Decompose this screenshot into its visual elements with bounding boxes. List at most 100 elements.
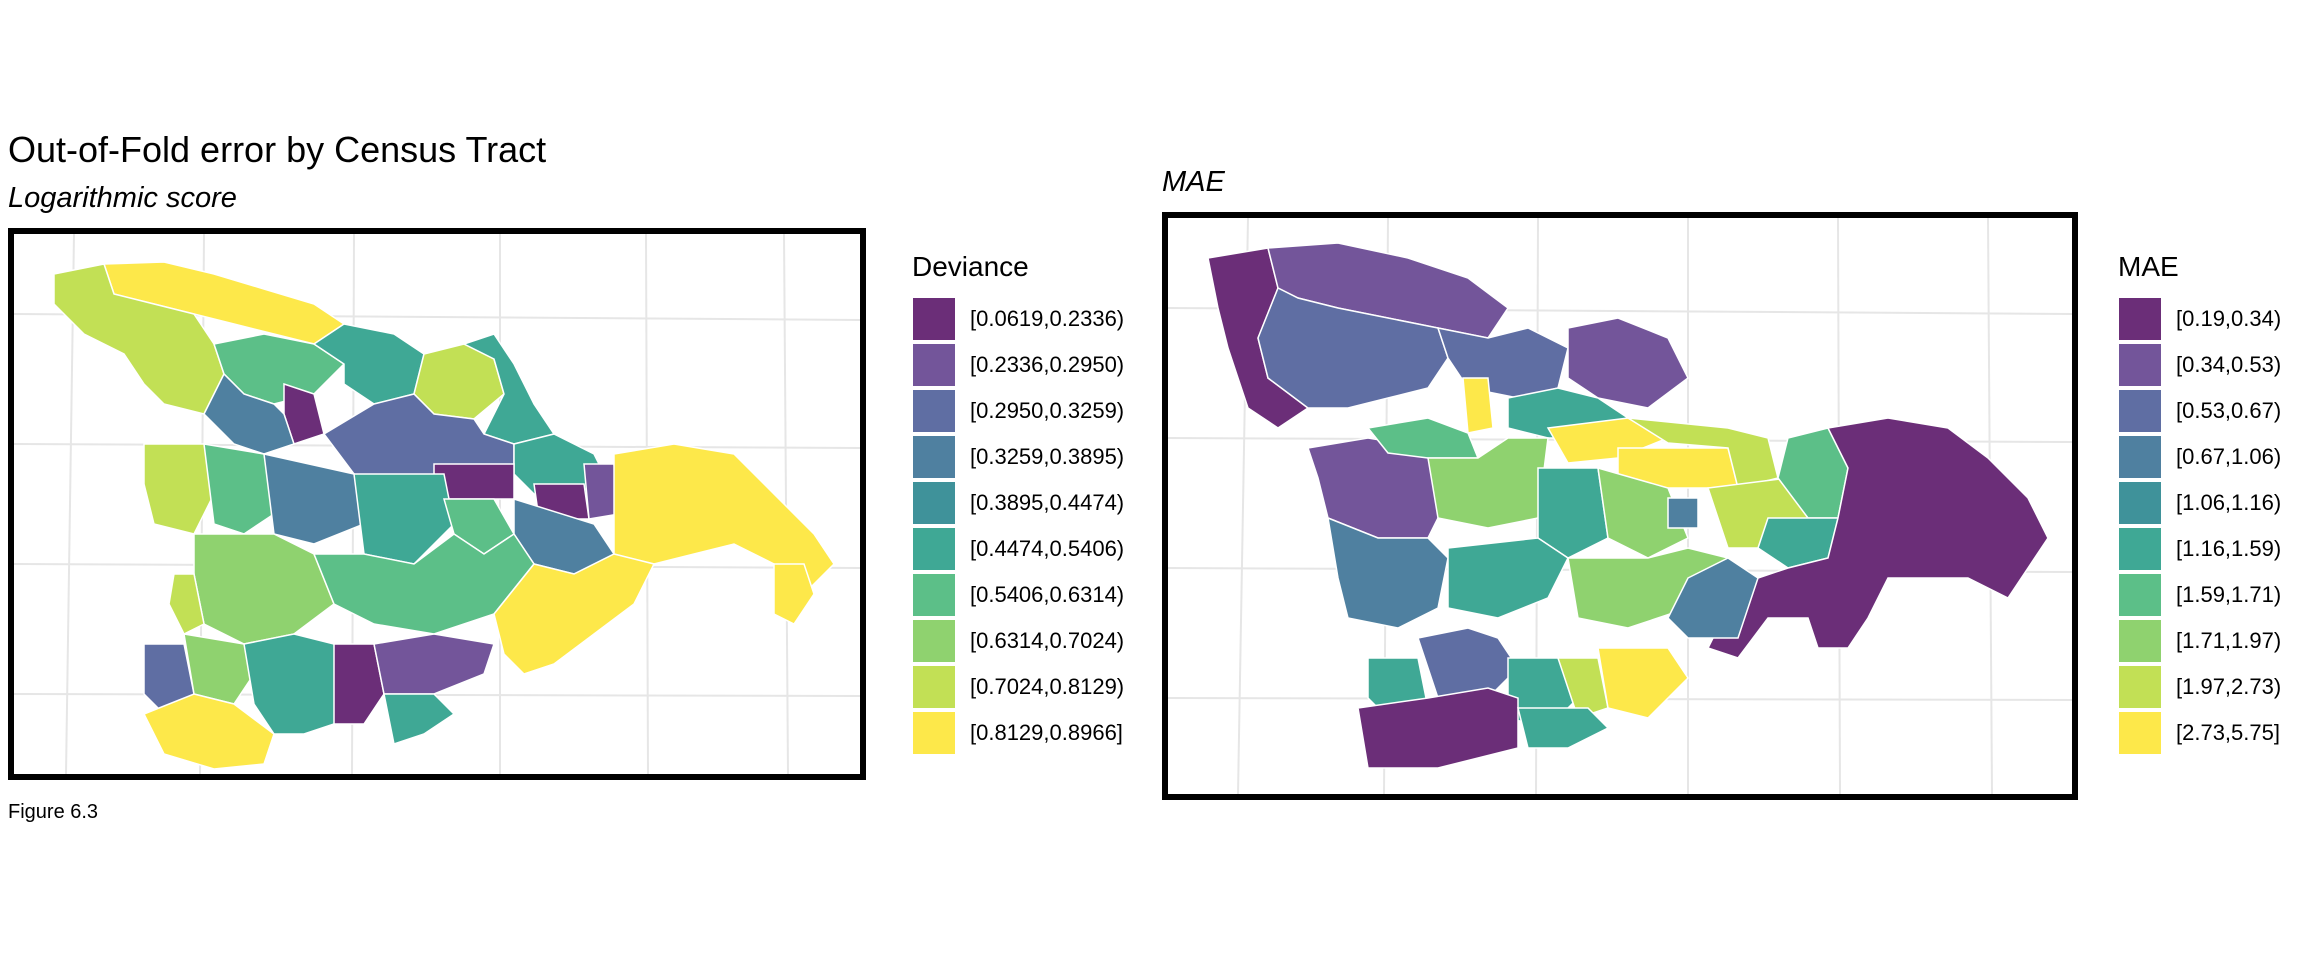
- right-legend-item: [1.59,1.71): [2118, 572, 2281, 618]
- tract-dark-west: [283, 382, 325, 445]
- tract-n-yellow: [1462, 377, 1494, 434]
- tract-center-blue2: [263, 453, 365, 545]
- left-legend-swatch: [912, 297, 956, 341]
- tract-sw-green-strip: [168, 573, 205, 636]
- left-legend-item: [0.0619,0.2336): [912, 296, 1124, 342]
- left-legend-swatch: [912, 343, 956, 387]
- right-legend-swatch: [2118, 435, 2162, 479]
- tract-west-green2: [203, 443, 275, 535]
- tract-c-blue4: [1667, 557, 1759, 639]
- right-legend-label: [1.16,1.59): [2176, 536, 2282, 561]
- left-legend-item: [0.2950,0.3259): [912, 388, 1124, 434]
- left-legend-label: [0.8129,0.8966]: [970, 720, 1123, 745]
- tract-c-teal: [1537, 467, 1609, 559]
- right-legend-swatch: [2118, 297, 2162, 341]
- left-legend-label: [0.6314,0.7024): [970, 628, 1125, 653]
- right-legend-label: [0.34,0.53): [2176, 352, 2282, 377]
- right-legend-label: [1.59,1.71): [2176, 582, 2282, 607]
- right-legend-label: [2.73,5.75]: [2176, 720, 2280, 745]
- tract-n-purple: [1567, 317, 1689, 409]
- left-map-svg: [14, 234, 860, 774]
- right-legend-swatch: [2118, 619, 2162, 663]
- left-legend-swatch: [912, 527, 956, 571]
- right-legend: [0.19,0.34) [0.34,0.53) [0.53,0.67) [0.67,1…: [2118, 296, 2298, 756]
- right-legend-swatch: [2118, 527, 2162, 571]
- left-legend-item: [0.5406,0.6314): [912, 572, 1124, 618]
- left-legend-label: [0.5406,0.6314): [970, 582, 1125, 607]
- right-legend-swatch: [2118, 343, 2162, 387]
- tract-sw-yellow: [142, 693, 275, 770]
- tract-c-teal2: [1447, 537, 1569, 619]
- tract-n-slate: [1436, 327, 1569, 399]
- tract-c-green: [1597, 466, 1689, 559]
- right-map-tracts: [1207, 242, 2049, 769]
- tract-s-teal: [243, 633, 345, 735]
- left-legend-label: [0.4474,0.5406): [970, 536, 1125, 561]
- left-legend-item: [0.6314,0.7024): [912, 618, 1124, 664]
- right-legend-item: [0.67,1.06): [2118, 434, 2281, 480]
- tract-c-blue-small: [1667, 497, 1699, 529]
- left-legend-item: [0.3895,0.4474): [912, 480, 1124, 526]
- right-map-svg: [1168, 218, 2072, 794]
- tract-west-lightgreen2: [143, 443, 215, 535]
- left-legend-item: [0.3259,0.3895): [912, 434, 1124, 480]
- right-legend-swatch: [2118, 573, 2162, 617]
- left-map-tracts: [53, 261, 835, 770]
- left-legend-label: [0.3895,0.4474): [970, 490, 1125, 515]
- right-legend-item: [0.19,0.34): [2118, 296, 2281, 342]
- right-legend-swatch: [2118, 711, 2162, 755]
- left-legend-item: [0.2336,0.2950): [912, 342, 1124, 388]
- tract-nw-slate: [1257, 286, 1449, 409]
- right-legend-item: [2.73,5.75]: [2118, 710, 2280, 756]
- right-legend-title: MAE: [2118, 251, 2179, 282]
- left-legend-swatch: [912, 665, 956, 709]
- tract-s-green: [183, 633, 255, 705]
- left-legend-label: [0.2950,0.3259): [970, 398, 1125, 423]
- tract-center-green2: [312, 532, 535, 635]
- tract-s-purple: [373, 633, 495, 695]
- right-legend-label: [0.19,0.34): [2176, 306, 2282, 331]
- left-legend-swatch: [912, 619, 956, 663]
- right-legend-item: [1.16,1.59): [2118, 526, 2281, 572]
- right-legend-item: [1.97,2.73): [2118, 664, 2281, 710]
- tract-w-slate: [1327, 516, 1449, 629]
- left-map-panel: [8, 228, 866, 780]
- left-legend-label: [0.3259,0.3895): [970, 444, 1125, 469]
- right-legend-swatch: [2118, 389, 2162, 433]
- left-legend-swatch: [912, 435, 956, 479]
- figure-title: Out-of-Fold error by Census Tract: [8, 129, 547, 170]
- tract-s-yellow: [1597, 647, 1689, 719]
- tract-s-dark: [333, 643, 385, 725]
- right-map-panel: [1162, 212, 2078, 800]
- right-legend-label: [1.71,1.97): [2176, 628, 2282, 653]
- tract-sw-dark: [1357, 687, 1519, 769]
- right-legend-item: [1.71,1.97): [2118, 618, 2281, 664]
- left-legend-swatch: [912, 481, 956, 525]
- left-legend-item: [0.4474,0.5406): [912, 526, 1124, 572]
- tract-sw-slate: [1417, 627, 1519, 699]
- tract-east-dark: [1706, 417, 2049, 659]
- left-legend-item: [0.8129,0.8966]: [912, 710, 1123, 756]
- right-legend-label: [1.06,1.16): [2176, 490, 2282, 515]
- left-legend-label: [0.0619,0.2336): [970, 306, 1125, 331]
- left-legend-swatch: [912, 711, 956, 755]
- right-legend-label: [1.97,2.73): [2176, 674, 2282, 699]
- right-legend-label: [0.53,0.67): [2176, 398, 2282, 423]
- tract-blue-west: [203, 372, 295, 455]
- right-legend-label: [0.67,1.06): [2176, 444, 2282, 469]
- left-legend-item: [0.7024,0.8129): [912, 664, 1124, 710]
- tract-s-teal2: [1517, 707, 1610, 749]
- right-legend-item: [1.06,1.16): [2118, 480, 2281, 526]
- right-legend-swatch: [2118, 665, 2162, 709]
- right-legend-swatch: [2118, 481, 2162, 525]
- right-map-subtitle: MAE: [1162, 166, 1225, 198]
- tract-s-teal2: [383, 693, 456, 745]
- left-legend-label: [0.7024,0.8129): [970, 674, 1125, 699]
- left-legend-swatch: [912, 389, 956, 433]
- tract-se-yellow: [493, 553, 656, 675]
- right-legend-item: [0.34,0.53): [2118, 342, 2281, 388]
- right-legend-item: [0.53,0.67): [2118, 388, 2281, 434]
- tract-far-east-yellow: [773, 563, 815, 625]
- left-legend-swatch: [912, 573, 956, 617]
- tract-sw-green: [193, 533, 335, 645]
